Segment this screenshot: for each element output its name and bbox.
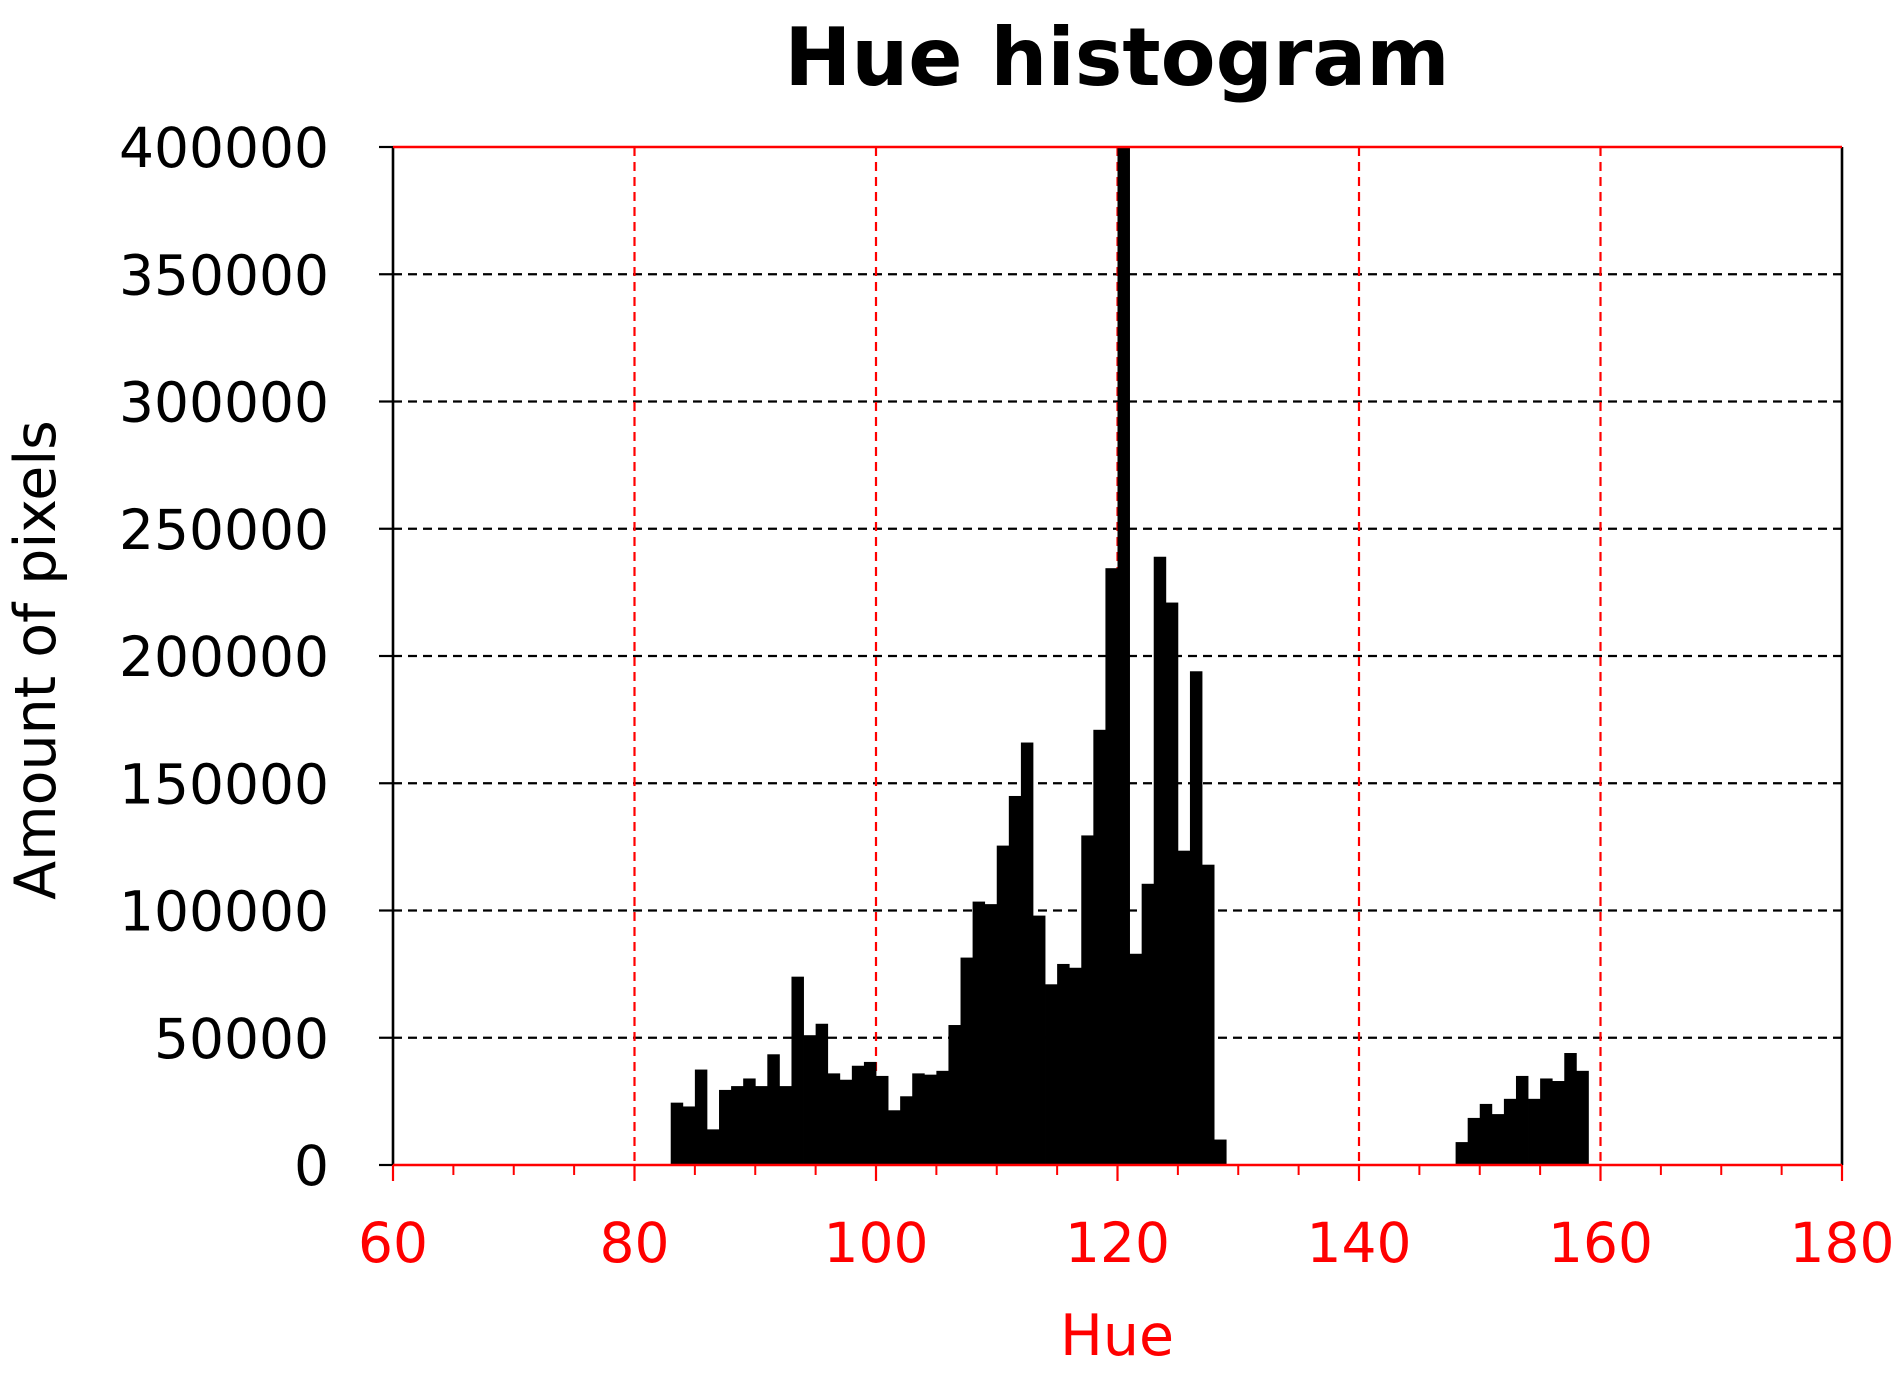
histogram-bar bbox=[1129, 953, 1143, 1165]
histogram-bar bbox=[924, 1074, 937, 1165]
x-tick-label: 80 bbox=[600, 1211, 670, 1275]
histogram-bar bbox=[888, 1110, 901, 1165]
x-tick-label: 120 bbox=[1065, 1211, 1170, 1275]
y-tick-label: 50000 bbox=[154, 1007, 329, 1071]
histogram-bar bbox=[912, 1073, 925, 1165]
histogram-bar bbox=[731, 1086, 744, 1165]
histogram-bar bbox=[984, 904, 998, 1165]
histogram-bar bbox=[1202, 864, 1215, 1165]
histogram-bar bbox=[694, 1069, 708, 1165]
histogram-bar bbox=[972, 901, 986, 1165]
histogram-bars bbox=[670, 147, 1589, 1165]
histogram-bar bbox=[1117, 147, 1130, 1165]
y-tick-label: 0 bbox=[294, 1134, 329, 1198]
histogram-bar bbox=[1455, 1142, 1469, 1165]
histogram-bar bbox=[755, 1086, 768, 1165]
y-axis-label: Amount of pixels bbox=[3, 420, 69, 900]
x-tick-label: 180 bbox=[1790, 1211, 1895, 1275]
x-tick-labels: 60 80 100 120 140 160 180 bbox=[358, 1211, 1894, 1275]
histogram-bar bbox=[1467, 1117, 1481, 1165]
histogram-bar bbox=[1189, 671, 1203, 1165]
histogram-bar bbox=[1214, 1139, 1227, 1165]
x-axis-label: Hue bbox=[1060, 1303, 1174, 1369]
y-tick-labels: 0 50000 100000 150000 200000 250000 300000 3500… bbox=[119, 116, 329, 1198]
histogram-bar bbox=[1515, 1075, 1529, 1165]
histogram-bar bbox=[1177, 850, 1191, 1165]
histogram-bar bbox=[1057, 963, 1070, 1165]
x-tick-label: 100 bbox=[824, 1211, 929, 1275]
histogram-bar bbox=[1141, 883, 1155, 1165]
x-tick-label: 60 bbox=[358, 1211, 428, 1275]
x-tick-label: 160 bbox=[1548, 1211, 1653, 1275]
histogram-bar bbox=[1069, 967, 1082, 1165]
histogram-bar bbox=[839, 1079, 853, 1165]
histogram-bar bbox=[1045, 984, 1058, 1165]
histogram-bar bbox=[682, 1106, 696, 1165]
histogram-bar bbox=[1165, 602, 1179, 1165]
y-tick-label: 400000 bbox=[119, 116, 329, 180]
axes bbox=[379, 145, 1844, 1181]
chart-title: Hue histogram bbox=[784, 11, 1449, 104]
y-tick-label: 350000 bbox=[119, 243, 329, 307]
histogram-bar bbox=[827, 1073, 841, 1165]
y-tick-label: 100000 bbox=[119, 880, 329, 944]
histogram-bar bbox=[791, 976, 804, 1165]
histogram-bar bbox=[960, 957, 973, 1165]
histogram-bar bbox=[719, 1089, 732, 1165]
histogram-bar bbox=[1564, 1053, 1577, 1165]
y-tick-label: 150000 bbox=[119, 752, 329, 816]
histogram-bar bbox=[670, 1102, 684, 1165]
y-tick-label: 300000 bbox=[119, 371, 329, 435]
histogram-bar bbox=[803, 1035, 817, 1165]
histogram-bar bbox=[1153, 556, 1167, 1165]
histogram-bar bbox=[706, 1129, 720, 1165]
histogram-bar bbox=[936, 1070, 949, 1165]
histogram-bar bbox=[1491, 1114, 1505, 1165]
histogram-bar bbox=[863, 1061, 877, 1165]
histogram-bar bbox=[876, 1075, 889, 1165]
histogram-bar bbox=[851, 1065, 865, 1165]
y-tick-label: 200000 bbox=[119, 625, 329, 689]
x-tick-label: 140 bbox=[1307, 1211, 1412, 1275]
histogram-bar bbox=[1032, 915, 1046, 1165]
histogram-bar bbox=[1576, 1070, 1589, 1165]
histogram-bar bbox=[1105, 568, 1118, 1165]
histogram-bar bbox=[1540, 1078, 1553, 1165]
histogram-bar bbox=[1528, 1098, 1541, 1165]
histogram-bar bbox=[1008, 795, 1022, 1165]
histogram-bar bbox=[900, 1096, 913, 1165]
y-tick-label: 250000 bbox=[119, 498, 329, 562]
histogram-bar bbox=[948, 1025, 961, 1165]
histogram-bar bbox=[767, 1054, 780, 1165]
histogram-bar bbox=[996, 845, 1010, 1165]
histogram-bar bbox=[779, 1086, 792, 1165]
histogram-bar bbox=[743, 1078, 756, 1165]
histogram-bar bbox=[1020, 742, 1034, 1165]
histogram-bar bbox=[1552, 1081, 1565, 1165]
histogram-bar bbox=[1081, 835, 1094, 1165]
histogram-bar bbox=[1093, 729, 1106, 1165]
histogram-bar bbox=[815, 1023, 829, 1165]
histogram-bar bbox=[1479, 1103, 1493, 1165]
histogram-bar bbox=[1503, 1098, 1517, 1165]
